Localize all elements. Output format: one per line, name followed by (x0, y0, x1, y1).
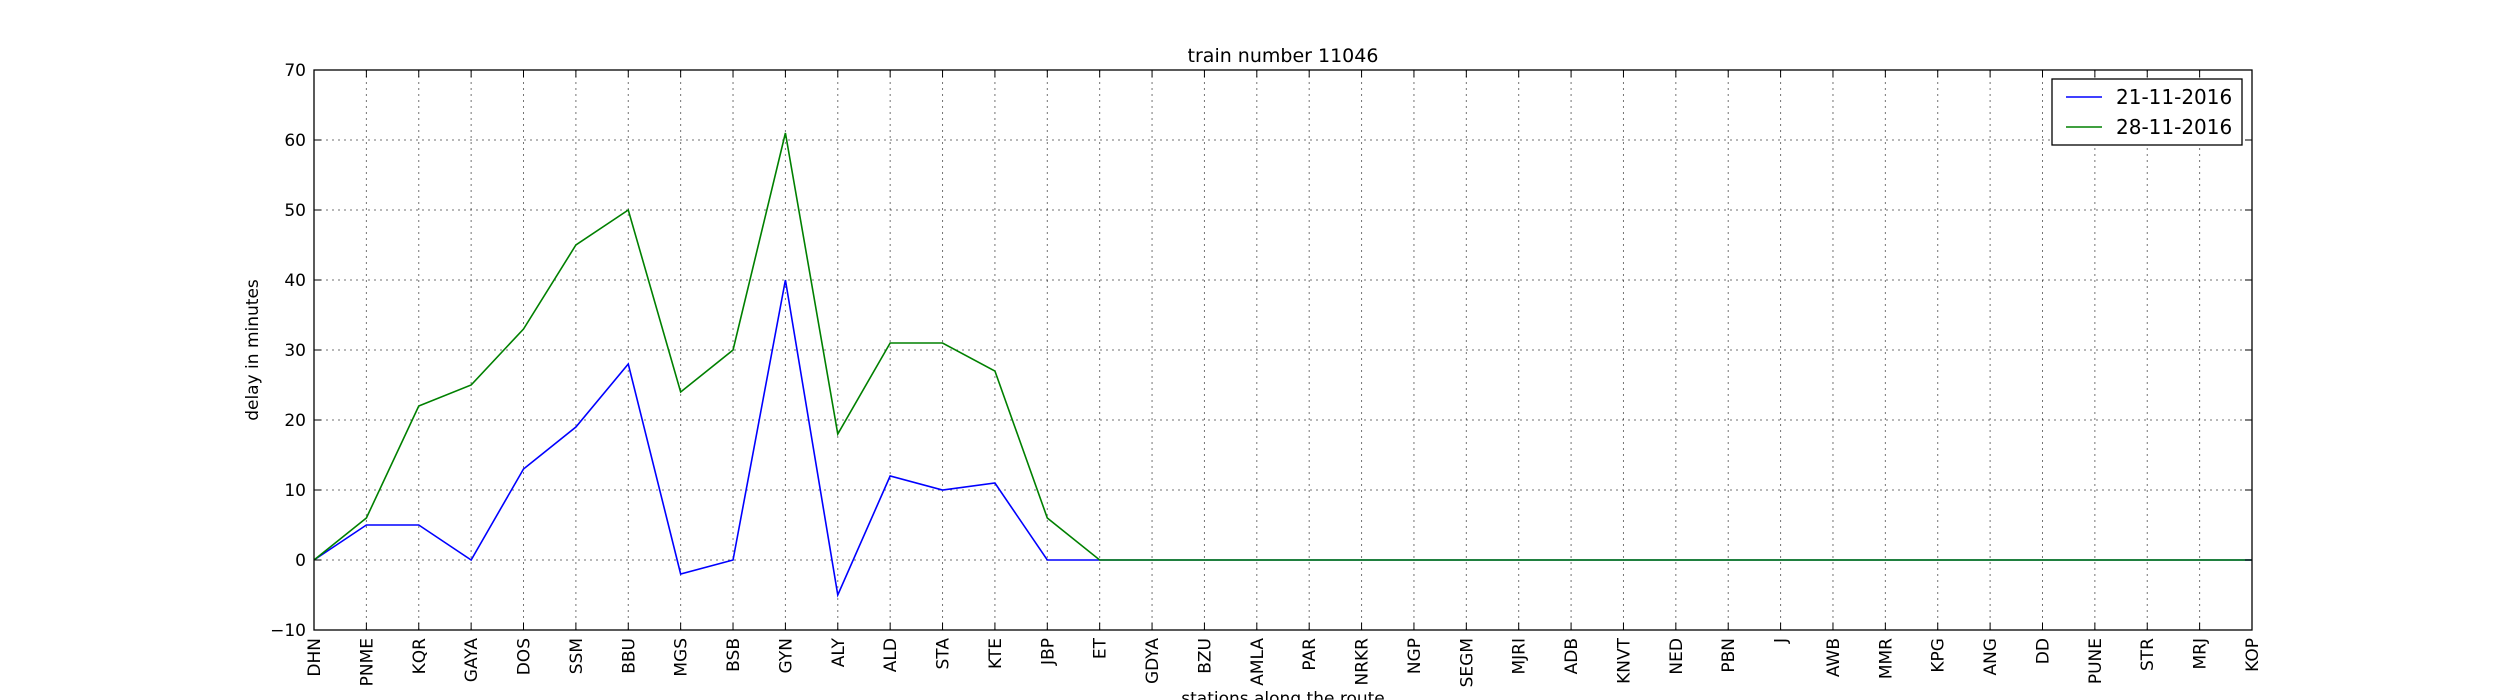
x-tick-label: NRKR (1353, 638, 1373, 686)
axis-ticks (313, 69, 2253, 631)
chart-title: train number 11046 (1188, 45, 1379, 67)
y-tick-label: 70 (284, 61, 306, 81)
legend: 21-11-2016 28-11-2016 (2051, 78, 2243, 146)
x-tick-label: ANG (1981, 638, 2001, 676)
x-tick-label: J (1772, 638, 1792, 644)
x-tick-label: ALD (881, 638, 901, 672)
legend-label-series-2: 28-11-2016 (2116, 115, 2232, 139)
x-tick-label: GDYA (1143, 638, 1163, 684)
x-tick-label: PBN (1719, 638, 1739, 673)
x-tick-label: DHN (305, 638, 325, 677)
x-tick-label: STR (2138, 638, 2158, 671)
x-tick-label: KQR (410, 638, 430, 675)
x-tick-label: BBU (619, 638, 639, 674)
x-tick-label: ET (1091, 637, 1111, 659)
y-tick-label: 30 (284, 341, 306, 361)
x-tick-label: ADB (1562, 638, 1582, 674)
y-tick-label: −10 (270, 621, 306, 641)
x-tick-label: DD (2033, 638, 2053, 664)
y-tick-label: 10 (284, 481, 306, 501)
y-axis-label: delay in minutes (243, 279, 263, 421)
x-tick-label: SSM (567, 638, 587, 674)
x-tick-label: AMLA (1248, 638, 1268, 686)
x-tick-label: MGS (672, 638, 692, 677)
x-tick-label: MJRI (1510, 638, 1530, 675)
x-tick-label: DOS (515, 638, 535, 675)
y-tick-label: 60 (284, 131, 306, 151)
y-axis-tick-labels: −10 0 10 20 30 40 50 60 70 (270, 61, 306, 641)
x-axis-tick-labels: DHN PNME KQR GAYA DOS SSM BBU MGS BSB GYN ALY ALD ST… (305, 637, 2263, 687)
x-tick-label: KNVT (1614, 637, 1634, 683)
x-tick-label: GAYA (462, 638, 482, 683)
x-tick-label: AWB (1824, 638, 1844, 677)
x-axis-label: stations along the route (1181, 689, 1385, 700)
x-tick-label: SEGM (1457, 638, 1477, 687)
x-tick-label: JBP (1038, 638, 1058, 666)
y-tick-label: 0 (295, 551, 306, 571)
x-tick-label: KOP (2243, 638, 2263, 672)
x-tick-label: MRJ (2191, 638, 2211, 670)
x-tick-label: GYN (776, 638, 796, 673)
x-tick-label: ALY (829, 637, 849, 667)
y-tick-label: 50 (284, 201, 306, 221)
y-tick-label: 20 (284, 411, 306, 431)
x-tick-label: KPG (1929, 638, 1949, 673)
y-tick-label: 40 (284, 271, 306, 291)
x-tick-label: BSB (724, 638, 744, 672)
x-tick-label: PNME (357, 638, 377, 686)
legend-label-series-1: 21-11-2016 (2116, 85, 2232, 109)
x-tick-label: BZU (1195, 638, 1215, 674)
x-tick-label: NED (1667, 638, 1687, 675)
x-tick-label: STA (934, 638, 954, 670)
legend-box (2051, 78, 2243, 146)
x-tick-label: PUNE (2086, 638, 2106, 684)
x-tick-label: KTE (986, 638, 1006, 669)
x-tick-label: NGP (1405, 638, 1425, 674)
series-lines (313, 132, 2252, 598)
series-line-2 (313, 132, 2252, 561)
x-tick-label: MMR (1876, 638, 1896, 679)
x-tick-label: PAR (1300, 638, 1320, 671)
